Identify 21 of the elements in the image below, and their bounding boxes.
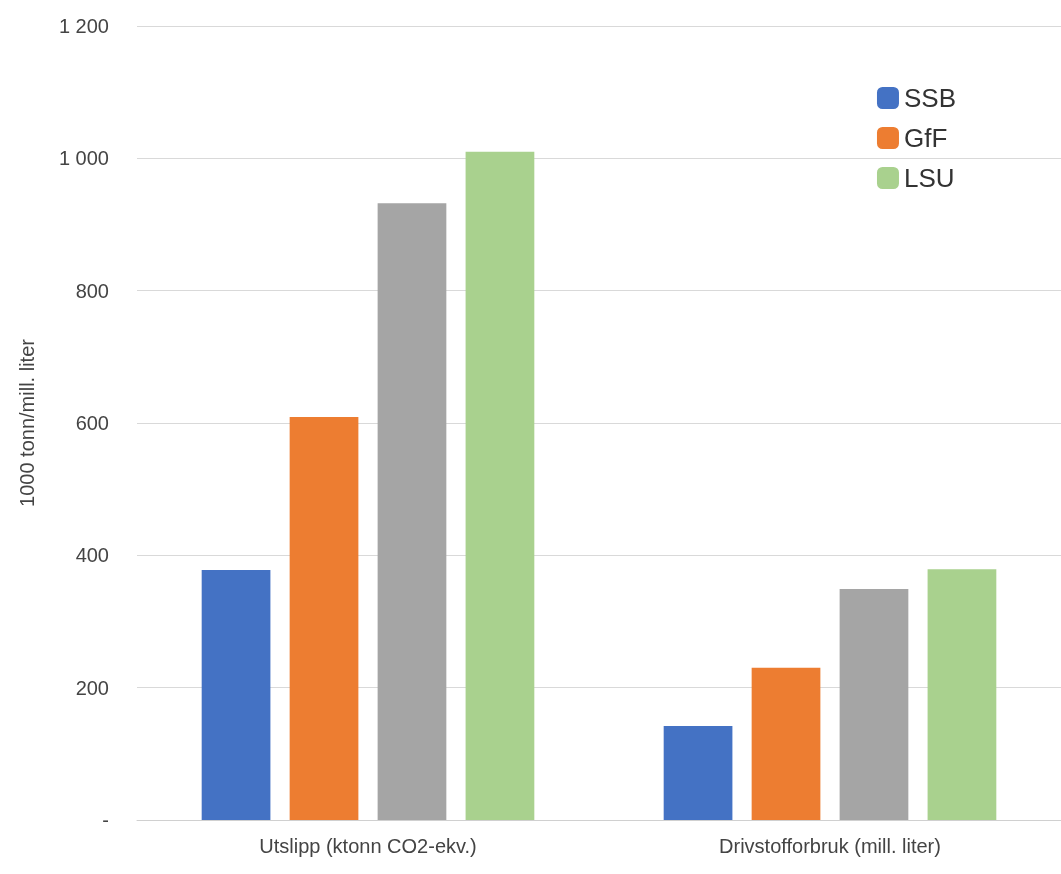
bar	[377, 203, 447, 820]
x-tick-label: Drivstofforbruk (mill. liter)	[719, 835, 941, 857]
x-tick-label: Utslipp (ktonn CO2-ekv.)	[259, 835, 477, 857]
bar	[927, 569, 997, 820]
legend-label: LSU	[903, 163, 955, 193]
bar	[201, 569, 271, 820]
legend-label: GfF	[903, 123, 948, 153]
y-tick-label: 400	[75, 544, 109, 567]
bar	[751, 667, 821, 820]
bar	[663, 726, 733, 820]
bar	[289, 417, 359, 820]
legend-label: SSB	[903, 83, 957, 113]
bar	[465, 151, 535, 820]
y-tick-label: 800	[75, 279, 109, 302]
y-tick-label: 1 200	[58, 15, 109, 37]
y-axis-title: 1000 tonn/mill. liter	[16, 338, 38, 507]
y-tick-label: 600	[75, 412, 109, 434]
y-tick-label: -	[102, 809, 109, 831]
y-tick-label: 200	[75, 676, 109, 699]
y-tick-label: 1 000	[58, 147, 109, 170]
bar	[839, 589, 909, 820]
